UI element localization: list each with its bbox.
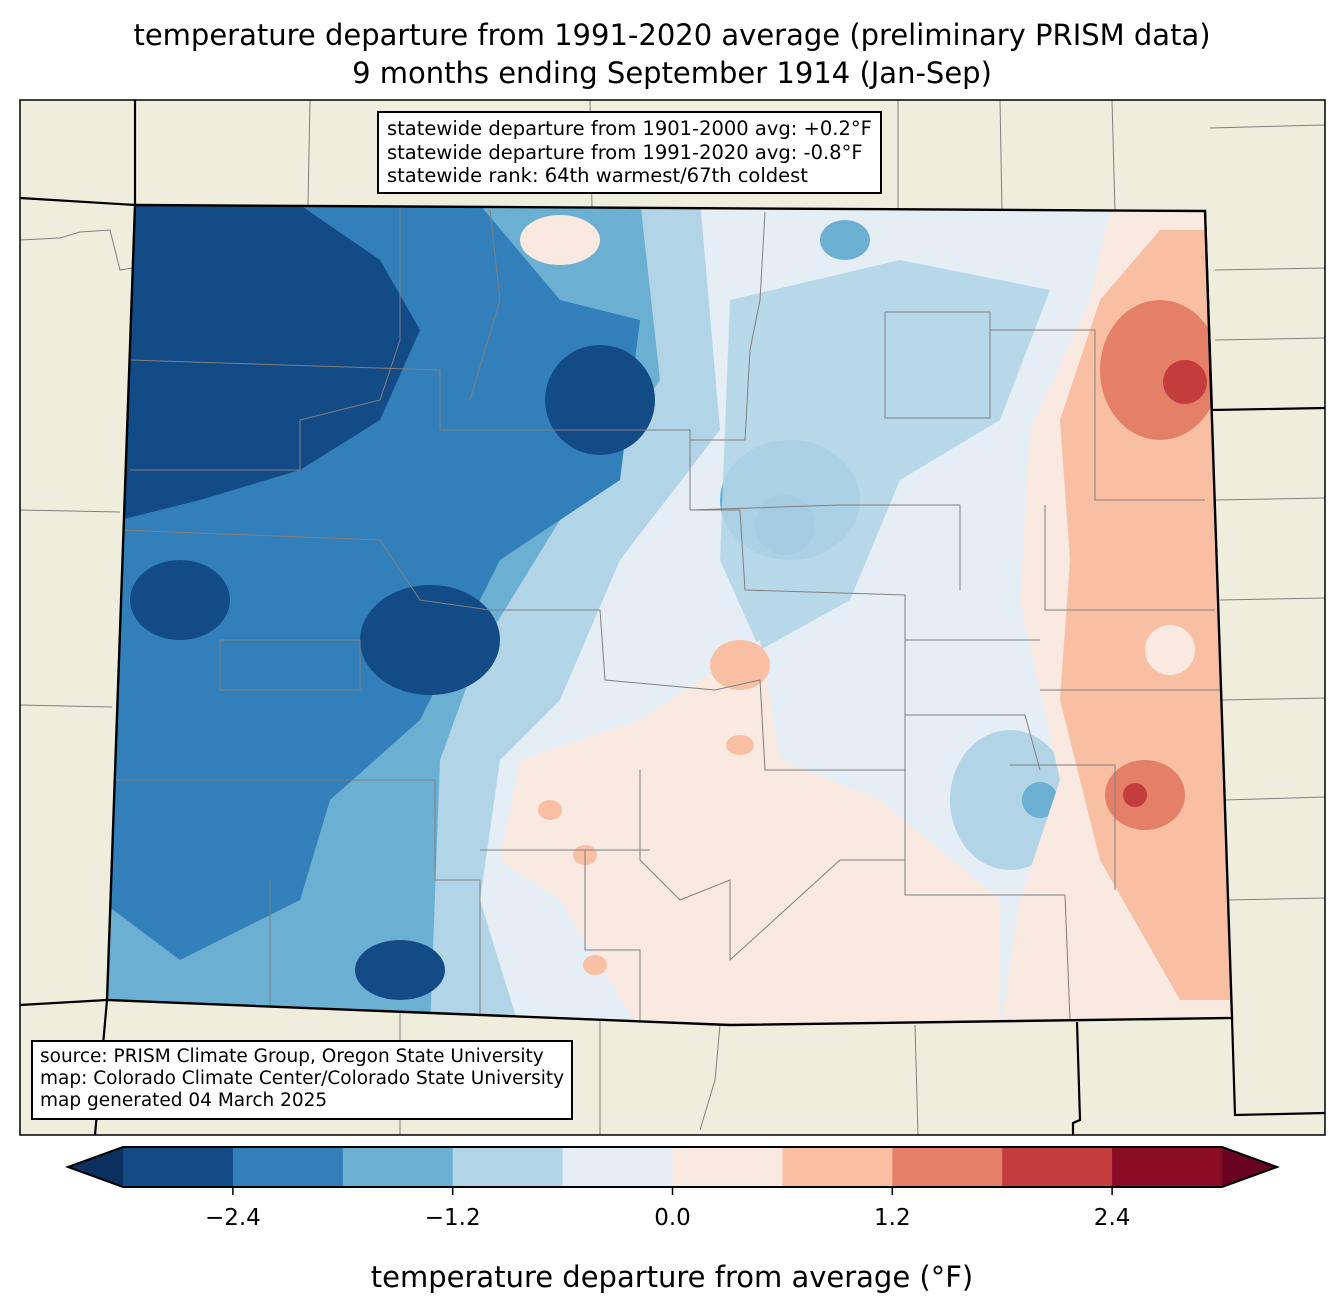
generated-date-line: map generated 04 March 2025 [40,1090,328,1111]
colorbar-tick-label: 2.4 [1093,1205,1131,1231]
temperature-field [107,205,1232,1025]
colorbar-tick-label: 1.2 [874,1205,911,1231]
source-box: source: PRISM Climate Group, Oregon Stat… [31,1040,574,1120]
stats-departure-1991-2020: statewide departure from 1991-2020 avg: … [387,140,863,164]
map-credit-line: map: Colorado Climate Center/Colorado St… [40,1068,565,1089]
map-frame [19,99,1326,1136]
colorbar-label: temperature departure from average (°F) [370,1260,974,1294]
colorbar-tick-label: −1.2 [424,1205,481,1231]
source-line: source: PRISM Climate Group, Oregon Stat… [40,1046,544,1067]
county-borders [115,205,1220,1021]
colorado-border [105,203,1234,1027]
statewide-stats-box: statewide departure from 1901-2000 avg: … [377,111,882,194]
colorbar-tick-label: −2.4 [204,1205,261,1231]
colorbar-tick-label: 0.0 [654,1205,691,1231]
stats-rank: statewide rank: 64th warmest/67th coldes… [387,164,808,187]
map-subtitle: 9 months ending September 1914 (Jan-Sep) [352,56,992,90]
stats-departure-1901-2000: statewide departure from 1901-2000 avg: … [387,117,872,140]
map-title: temperature departure from 1991-2020 ave… [133,18,1211,52]
